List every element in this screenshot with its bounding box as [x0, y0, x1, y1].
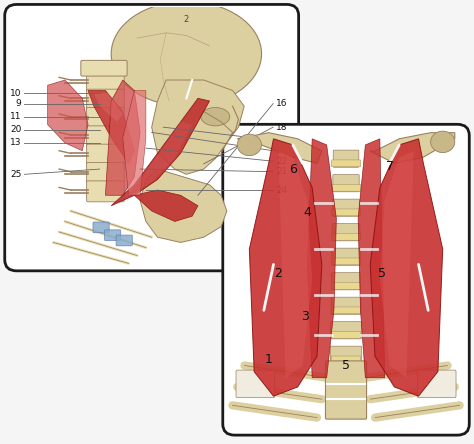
FancyBboxPatch shape: [87, 181, 124, 202]
FancyBboxPatch shape: [331, 234, 361, 240]
FancyBboxPatch shape: [93, 222, 109, 233]
FancyBboxPatch shape: [326, 361, 366, 419]
FancyBboxPatch shape: [331, 209, 361, 216]
Text: 24: 24: [276, 186, 287, 194]
Text: 6: 6: [289, 163, 297, 176]
Text: 19: 19: [276, 136, 288, 145]
Polygon shape: [380, 151, 414, 378]
FancyBboxPatch shape: [331, 356, 361, 363]
Polygon shape: [249, 139, 322, 396]
FancyBboxPatch shape: [105, 230, 121, 241]
FancyBboxPatch shape: [331, 307, 361, 314]
FancyBboxPatch shape: [332, 199, 360, 216]
FancyBboxPatch shape: [331, 332, 361, 338]
FancyBboxPatch shape: [87, 126, 124, 147]
Text: 3: 3: [301, 310, 309, 323]
FancyBboxPatch shape: [332, 224, 360, 241]
Polygon shape: [123, 122, 192, 198]
FancyBboxPatch shape: [81, 60, 127, 76]
FancyBboxPatch shape: [331, 297, 361, 314]
Polygon shape: [237, 133, 322, 163]
Text: 4: 4: [303, 206, 311, 219]
Text: 13: 13: [10, 139, 22, 147]
FancyBboxPatch shape: [330, 371, 362, 388]
FancyBboxPatch shape: [5, 4, 299, 271]
Polygon shape: [358, 139, 385, 378]
Text: 22: 22: [276, 157, 287, 166]
FancyBboxPatch shape: [223, 124, 469, 435]
Text: 1: 1: [264, 353, 273, 366]
FancyBboxPatch shape: [87, 107, 124, 128]
Text: 16: 16: [276, 99, 288, 108]
FancyBboxPatch shape: [87, 89, 124, 110]
Ellipse shape: [430, 131, 455, 153]
Polygon shape: [111, 99, 210, 206]
FancyBboxPatch shape: [333, 174, 359, 192]
FancyBboxPatch shape: [331, 273, 361, 290]
FancyBboxPatch shape: [87, 144, 124, 165]
Text: 25: 25: [10, 170, 22, 179]
FancyBboxPatch shape: [87, 163, 124, 183]
Polygon shape: [278, 151, 312, 378]
FancyBboxPatch shape: [331, 160, 361, 166]
Text: 9: 9: [16, 99, 22, 108]
Polygon shape: [370, 139, 443, 396]
Text: 21: 21: [276, 167, 287, 176]
Polygon shape: [370, 133, 455, 163]
FancyBboxPatch shape: [331, 322, 361, 339]
FancyBboxPatch shape: [236, 370, 275, 398]
Polygon shape: [47, 80, 88, 151]
Ellipse shape: [201, 107, 230, 126]
Polygon shape: [94, 93, 123, 122]
FancyBboxPatch shape: [330, 346, 362, 363]
Polygon shape: [152, 80, 244, 174]
Text: 5: 5: [378, 267, 386, 280]
Polygon shape: [105, 80, 140, 195]
Ellipse shape: [237, 134, 262, 156]
FancyBboxPatch shape: [417, 370, 456, 398]
Text: 11: 11: [10, 112, 22, 121]
Polygon shape: [123, 91, 146, 195]
FancyBboxPatch shape: [332, 248, 360, 266]
Text: 10: 10: [10, 89, 22, 98]
Polygon shape: [134, 190, 198, 222]
Text: 2: 2: [274, 267, 283, 280]
FancyBboxPatch shape: [87, 71, 124, 92]
Polygon shape: [88, 91, 134, 164]
Text: 23: 23: [276, 146, 287, 155]
Polygon shape: [307, 139, 337, 378]
Text: 5: 5: [342, 359, 350, 372]
FancyBboxPatch shape: [331, 184, 361, 191]
FancyBboxPatch shape: [331, 282, 361, 289]
FancyBboxPatch shape: [116, 235, 132, 246]
Text: 18: 18: [276, 123, 288, 132]
FancyBboxPatch shape: [333, 150, 359, 167]
Text: 20: 20: [10, 125, 22, 134]
FancyBboxPatch shape: [331, 258, 361, 265]
Ellipse shape: [111, 1, 262, 106]
Text: 2: 2: [184, 15, 189, 24]
Text: 7: 7: [385, 160, 393, 173]
Polygon shape: [140, 169, 227, 242]
